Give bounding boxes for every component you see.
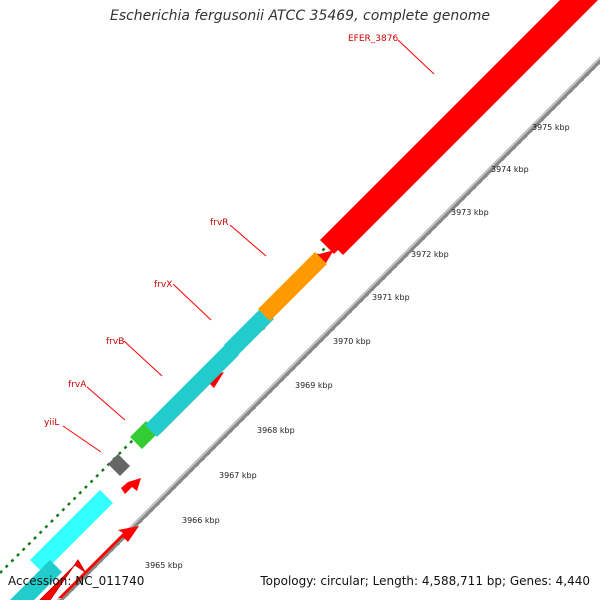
gene-labels: yiiL frvA frvB frvX frvR EFER_3876 bbox=[44, 34, 398, 428]
gene-cyan-block bbox=[30, 490, 113, 573]
gene-label: frvX bbox=[154, 280, 172, 290]
kbp-tick-labels: 3965 kbp 3966 kbp 3967 kbp 3968 kbp 3969… bbox=[145, 123, 570, 570]
cds-arrow bbox=[331, 0, 598, 255]
reverse-strand bbox=[10, 0, 588, 600]
tick-label: 3973 kbp bbox=[451, 208, 489, 217]
map-title: Escherichia fergusonii ATCC 35469, compl… bbox=[109, 8, 491, 24]
cds-arrow bbox=[58, 526, 139, 598]
tick-label: 3969 kbp bbox=[295, 381, 333, 390]
leader-lines bbox=[62, 39, 435, 453]
genome-summary-text: Topology: circular; Length: 4,588,711 bp… bbox=[260, 574, 590, 588]
tick-label: 3975 kbp bbox=[532, 123, 570, 132]
cds-arrow bbox=[39, 559, 86, 600]
gene-label: EFER_3876 bbox=[348, 34, 398, 44]
gene-label: frvA bbox=[68, 380, 87, 390]
backbone bbox=[56, 56, 600, 600]
gene-frvB-block bbox=[145, 343, 239, 437]
tick-label: 3974 kbp bbox=[491, 165, 529, 174]
gene-yiiL-block bbox=[108, 454, 130, 476]
tick-label: 3967 kbp bbox=[219, 471, 257, 480]
gene-label: yiiL bbox=[44, 418, 59, 428]
gene-frvR-block bbox=[258, 252, 327, 321]
tick-label: 3970 kbp bbox=[333, 337, 371, 346]
gene-frvX-block bbox=[224, 307, 274, 357]
cds-arrow bbox=[121, 478, 141, 494]
tick-label: 3968 kbp bbox=[257, 426, 295, 435]
gene-label: frvR bbox=[210, 218, 228, 228]
tick-label: 3966 kbp bbox=[182, 516, 220, 525]
accession-text: Accession: NC_011740 bbox=[8, 574, 145, 588]
gene-cyan-block-2 bbox=[10, 560, 62, 600]
tick-label: 3965 kbp bbox=[145, 561, 183, 570]
gene-EFER_3876-block bbox=[320, 0, 588, 254]
forward-strand bbox=[39, 0, 598, 600]
tick-label: 3972 kbp bbox=[411, 250, 449, 259]
tick-label: 3971 kbp bbox=[372, 293, 410, 302]
gene-label: frvB bbox=[106, 337, 124, 347]
